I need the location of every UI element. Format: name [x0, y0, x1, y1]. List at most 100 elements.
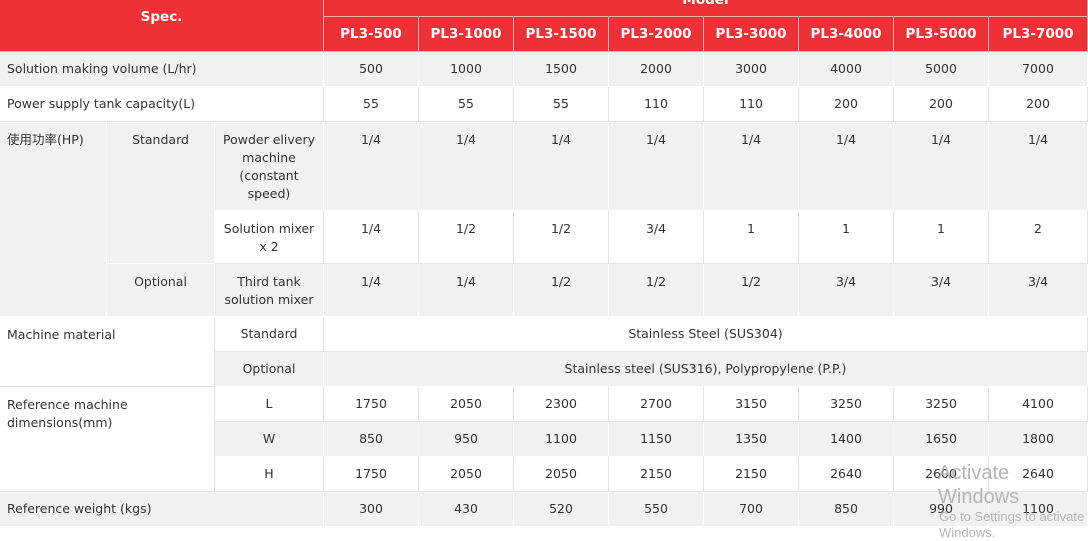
table-cell: 2300 [514, 387, 609, 422]
table-cell: 1/4 [989, 122, 1088, 211]
power-standard-label: Standard [107, 122, 215, 264]
table-cell: 3150 [704, 387, 799, 422]
table-cell: 1150 [609, 422, 704, 457]
table-cell: 2640 [799, 457, 894, 492]
table-cell: 1100 [989, 492, 1088, 527]
table-cell: 1750 [324, 387, 419, 422]
table-cell: 850 [324, 422, 419, 457]
table-cell: 3/4 [989, 264, 1088, 317]
table-cell: 2050 [514, 457, 609, 492]
table-cell: 1800 [989, 422, 1088, 457]
table-cell: 1/4 [419, 122, 514, 211]
table-cell: 2050 [419, 387, 514, 422]
model-header-cell: PL3-3000 [704, 17, 799, 52]
table-cell: 1/4 [324, 122, 419, 211]
table-cell: 200 [894, 87, 989, 122]
dim-label-h: H [215, 457, 324, 492]
spec-header: Spec. [0, 0, 324, 52]
material-optional-label: Optional [215, 352, 324, 387]
table-cell: 1/2 [704, 264, 799, 317]
table-cell: 990 [894, 492, 989, 527]
table-cell: 1 [799, 211, 894, 264]
table-cell: 3250 [894, 387, 989, 422]
table-cell: 110 [704, 87, 799, 122]
model-header-cell: PL3-2000 [609, 17, 704, 52]
table-cell: 4100 [989, 387, 1088, 422]
sub-label-third-mixer: Third tank solution mixer [215, 264, 324, 317]
table-cell: 1000 [419, 52, 514, 87]
model-header-cell: PL3-1000 [419, 17, 514, 52]
table-cell: 430 [419, 492, 514, 527]
table-cell: 55 [514, 87, 609, 122]
table-cell: 1400 [799, 422, 894, 457]
table-cell: 1/4 [704, 122, 799, 211]
table-cell: 1/4 [609, 122, 704, 211]
table-cell: 1500 [514, 52, 609, 87]
table-cell: 1/2 [419, 211, 514, 264]
model-header: Model [324, 0, 1088, 17]
table-cell: 550 [609, 492, 704, 527]
model-header-cell: PL3-5000 [894, 17, 989, 52]
row-label-volume: Solution making volume (L/hr) [0, 52, 324, 87]
row-label-weight: Reference weight (kgs) [0, 492, 324, 527]
table-cell: 1/2 [514, 211, 609, 264]
row-label-dimensions: Reference machine dimensions(mm) [0, 387, 215, 492]
table-cell: 2000 [609, 52, 704, 87]
table-cell: 110 [609, 87, 704, 122]
table-cell: 1/4 [419, 264, 514, 317]
model-header-cell: PL3-1500 [514, 17, 609, 52]
material-standard-value: Stainless Steel (SUS304) [324, 317, 1088, 352]
material-optional-value: Stainless steel (SUS316), Polypropylene … [324, 352, 1088, 387]
row-label-power: 使用功率(HP) [0, 122, 107, 317]
table-cell: 2150 [704, 457, 799, 492]
table-cell: 2600 [894, 457, 989, 492]
sub-label-mixer: Solution mixer x 2 [215, 211, 324, 264]
table-cell: 500 [324, 52, 419, 87]
table-cell: 2 [989, 211, 1088, 264]
table-cell: 2700 [609, 387, 704, 422]
table-cell: 55 [324, 87, 419, 122]
table-cell: 5000 [894, 52, 989, 87]
power-optional-label: Optional [107, 264, 215, 317]
table-cell: 1/4 [324, 211, 419, 264]
spec-table: Spec. Model PL3-500 PL3-1000 PL3-1500 PL… [0, 0, 1088, 527]
sub-label-powder: Powder elivery machine (constant speed) [215, 122, 324, 211]
table-cell: 300 [324, 492, 419, 527]
table-cell: 3250 [799, 387, 894, 422]
table-cell: 200 [989, 87, 1088, 122]
table-cell: 1/4 [894, 122, 989, 211]
dim-label-w: W [215, 422, 324, 457]
row-label-tank: Power supply tank capacity(L) [0, 87, 324, 122]
table-cell: 55 [419, 87, 514, 122]
table-cell: 1750 [324, 457, 419, 492]
material-standard-label: Standard [215, 317, 324, 352]
table-cell: 520 [514, 492, 609, 527]
table-cell: 1/4 [514, 122, 609, 211]
table-cell: 1 [704, 211, 799, 264]
table-cell: 850 [799, 492, 894, 527]
table-cell: 4000 [799, 52, 894, 87]
table-cell: 700 [704, 492, 799, 527]
row-label-material: Machine material [0, 317, 215, 387]
table-cell: 2640 [989, 457, 1088, 492]
table-cell: 3/4 [609, 211, 704, 264]
table-cell: 2150 [609, 457, 704, 492]
table-cell: 1350 [704, 422, 799, 457]
table-cell: 1 [894, 211, 989, 264]
table-cell: 1/4 [799, 122, 894, 211]
table-cell: 1/4 [324, 264, 419, 317]
table-cell: 2050 [419, 457, 514, 492]
table-cell: 950 [419, 422, 514, 457]
table-cell: 1100 [514, 422, 609, 457]
dim-label-l: L [215, 387, 324, 422]
model-header-cell: PL3-7000 [989, 17, 1088, 52]
table-cell: 3000 [704, 52, 799, 87]
table-cell: 7000 [989, 52, 1088, 87]
table-cell: 1/2 [609, 264, 704, 317]
table-cell: 200 [799, 87, 894, 122]
table-cell: 3/4 [799, 264, 894, 317]
table-cell: 3/4 [894, 264, 989, 317]
table-cell: 1/2 [514, 264, 609, 317]
model-header-cell: PL3-500 [324, 17, 419, 52]
model-header-cell: PL3-4000 [799, 17, 894, 52]
